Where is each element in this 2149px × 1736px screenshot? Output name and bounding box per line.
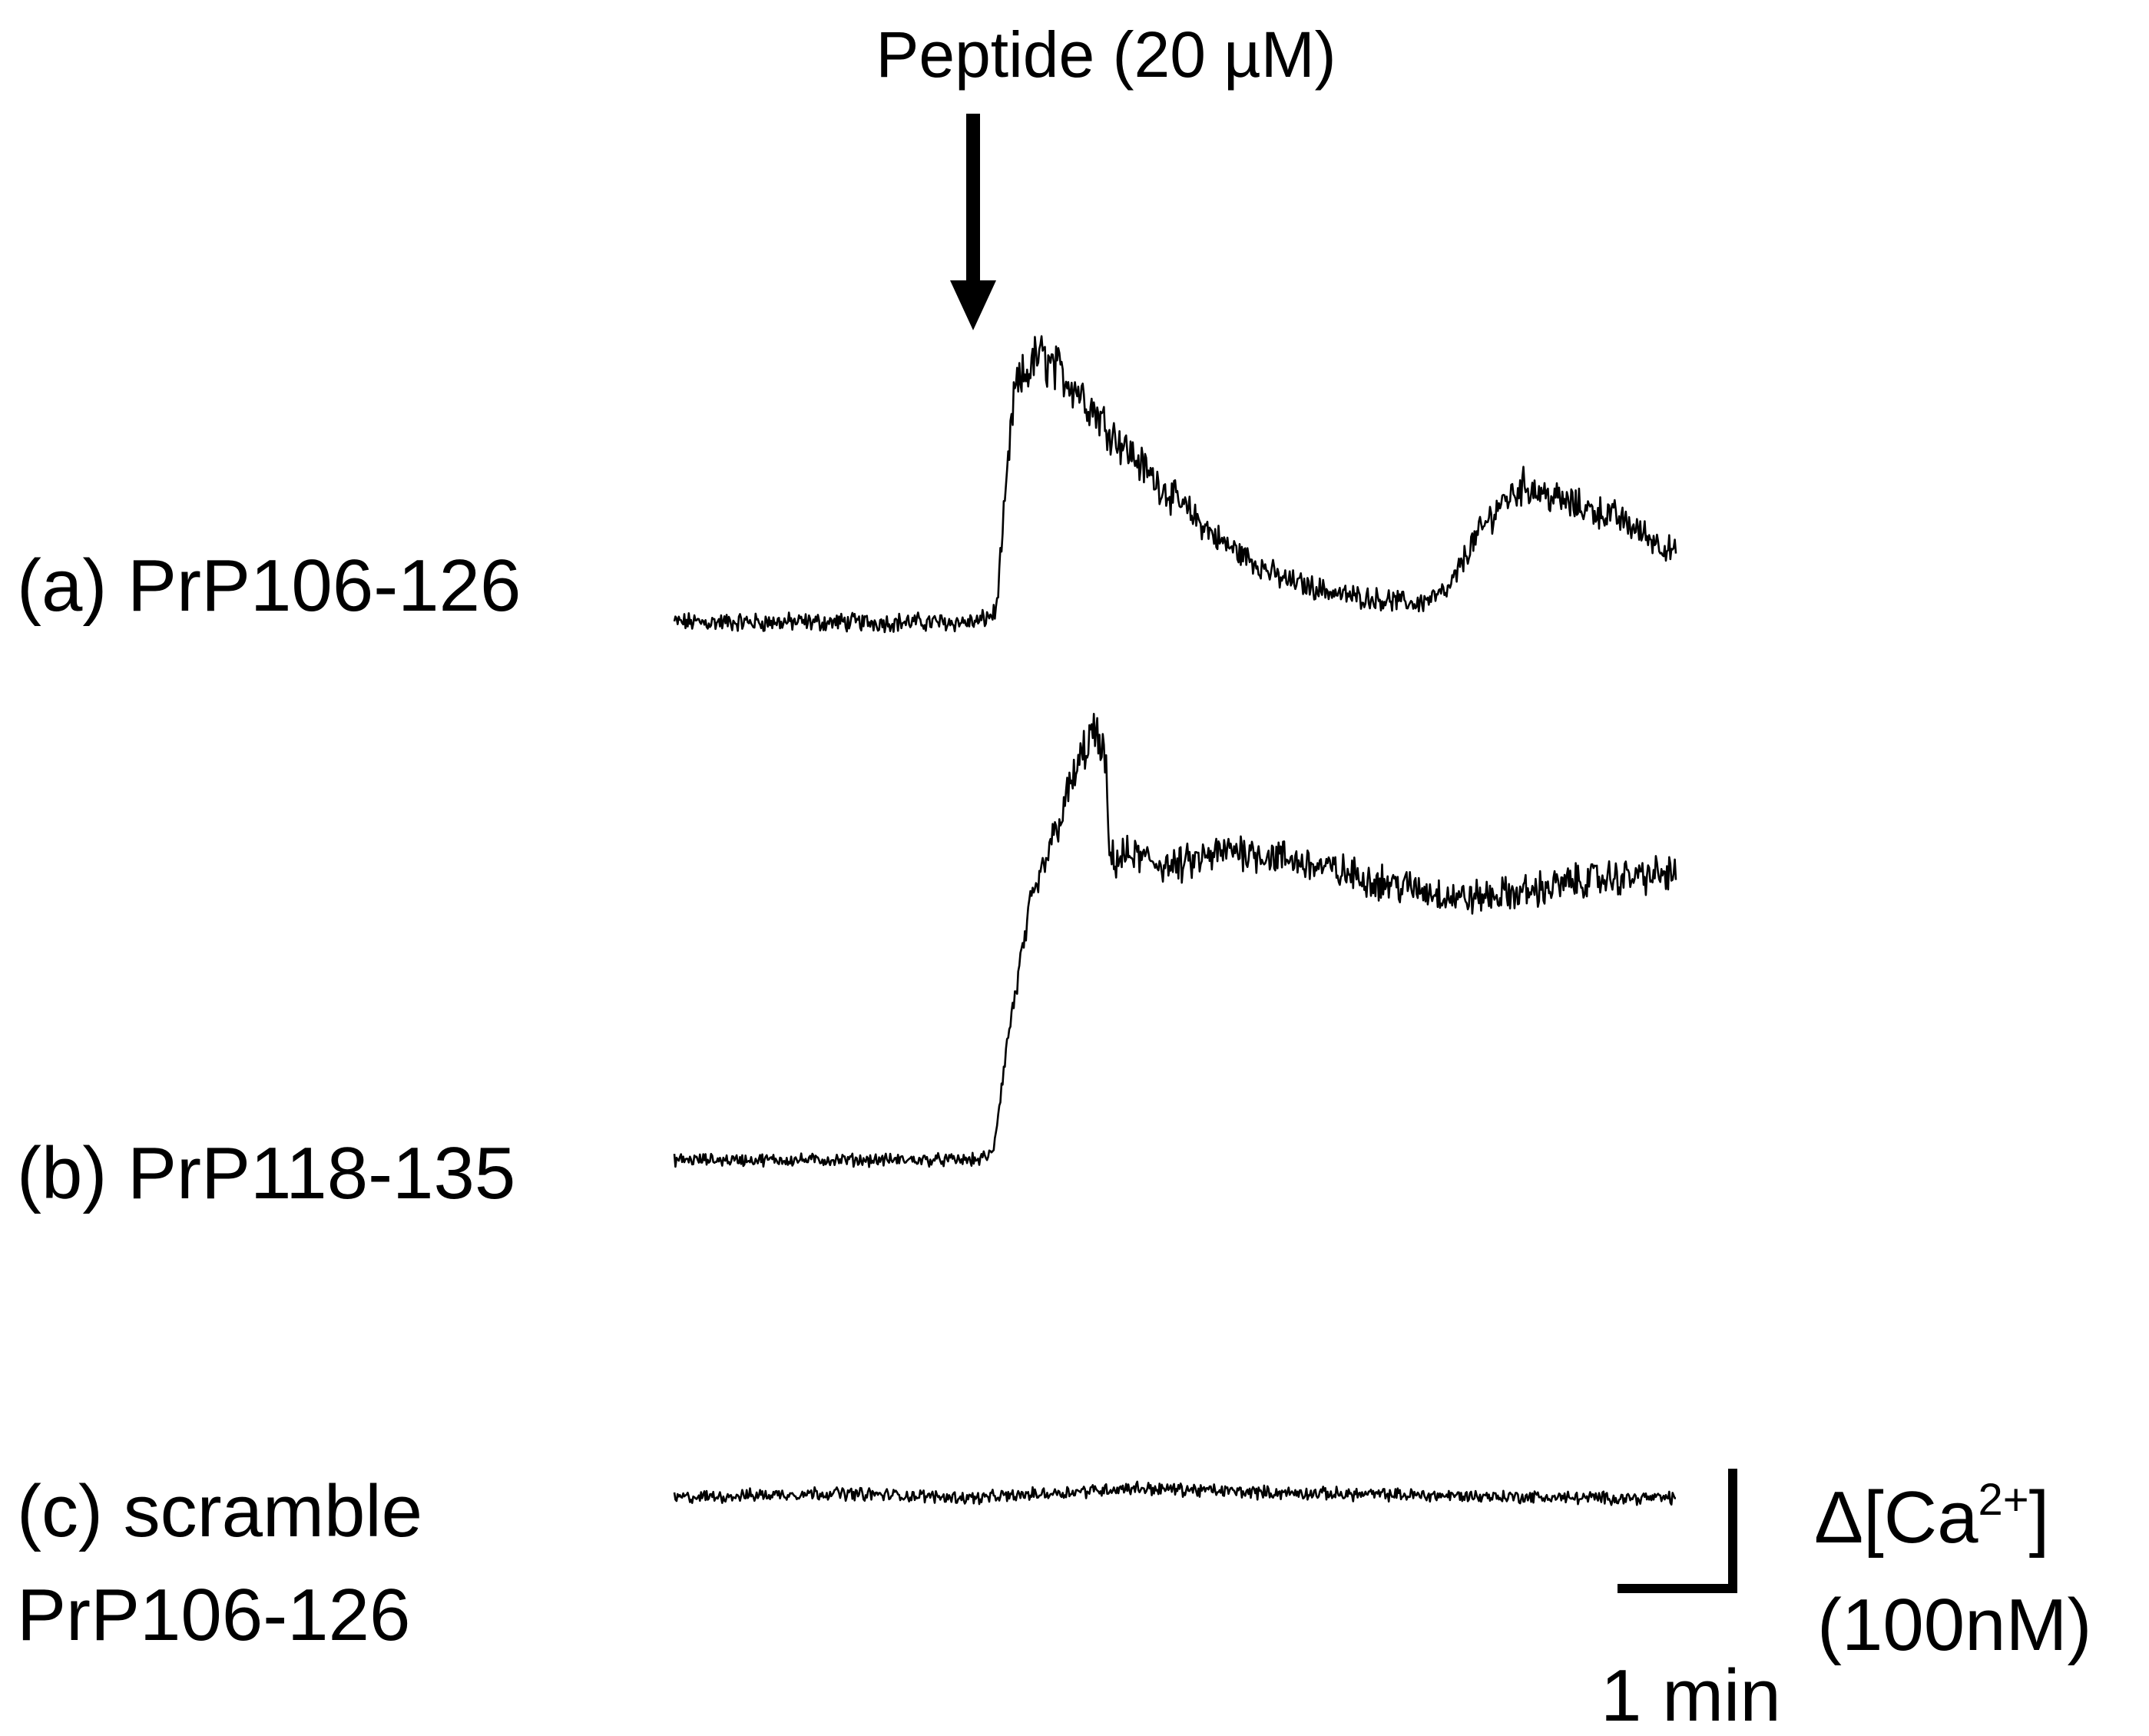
scale-bar-amplitude-close: ] — [2029, 1476, 2050, 1559]
scale-bar-amplitude-prefix: Δ[Ca — [1814, 1476, 1978, 1559]
scale-bar-amplitude-label: Δ[Ca2+] — [1814, 1475, 2049, 1559]
scale-bar — [1618, 1469, 1737, 1593]
peptide-arrow-icon — [950, 114, 996, 330]
scale-bar-amplitude-sup: 2+ — [1978, 1475, 2029, 1525]
scale-bar-vertical — [1728, 1469, 1737, 1593]
scale-bar-horizontal — [1618, 1584, 1737, 1593]
series-a-label: (a) PrP106-126 — [17, 545, 521, 627]
peptide-annotation-label: Peptide (20 µM) — [876, 18, 1336, 91]
scale-bar-amplitude-unit: (100nM) — [1817, 1584, 2091, 1666]
series-c-label-line1: (c) scramble — [17, 1470, 422, 1552]
scale-bar-time-label: 1 min — [1601, 1655, 1781, 1736]
series-c-trace — [673, 1480, 1677, 1506]
series-b-label: (b) PrP118-135 — [17, 1132, 515, 1214]
series-c-label-line2: PrP106-126 — [17, 1574, 410, 1656]
series-a-trace — [673, 335, 1677, 634]
series-b-trace — [673, 713, 1677, 1168]
